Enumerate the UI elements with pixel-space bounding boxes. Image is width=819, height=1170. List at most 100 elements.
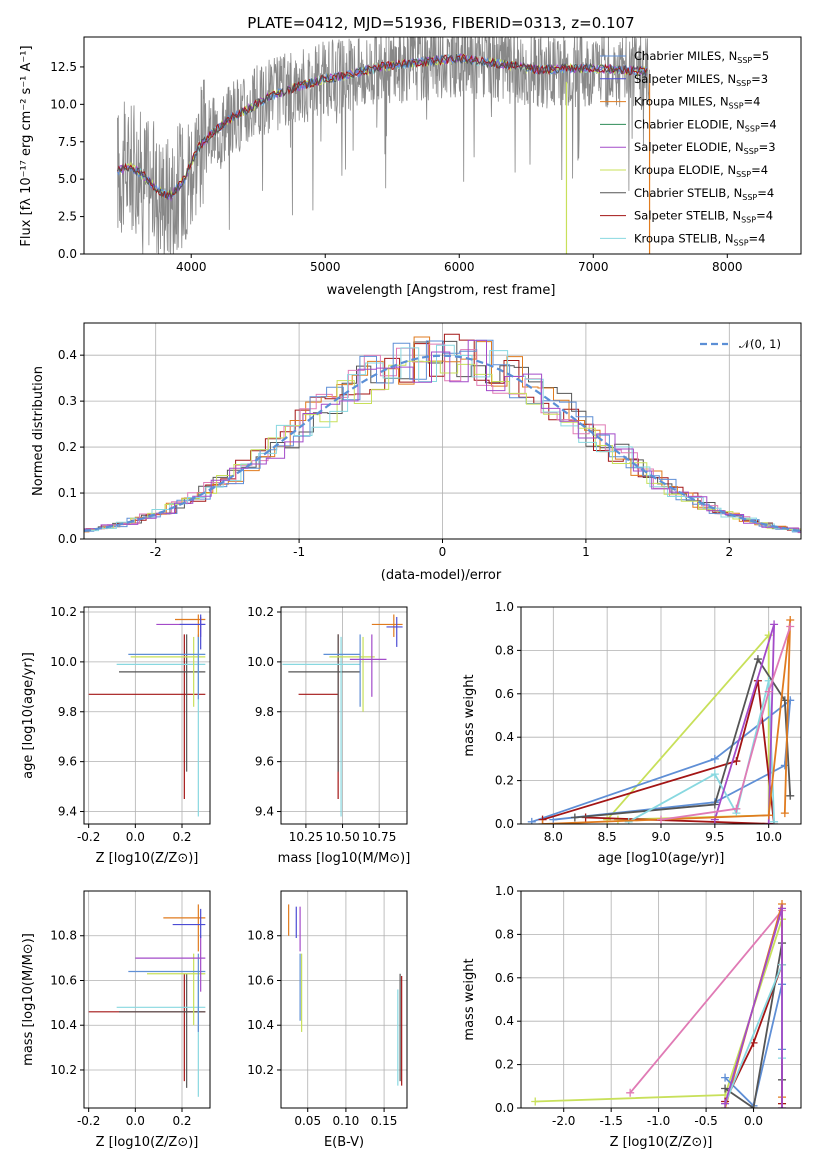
legend-label: Kroupa MILES, NSSP=4	[634, 95, 760, 111]
x-tick-label: -0.2	[77, 1114, 100, 1128]
x-tick-label: 10.0	[755, 830, 782, 844]
mass-weight-series-line	[542, 619, 792, 824]
x-tick-label: 9.5	[705, 830, 724, 844]
residuals-panel	[80, 322, 802, 543]
x-tick-label: 8.5	[598, 830, 617, 844]
y-tick-label: 10.0	[247, 655, 274, 669]
y-tick-label: 0.6	[495, 687, 514, 701]
plot-frame	[83, 322, 802, 540]
y-tick-label: 1.0	[495, 600, 514, 614]
data-point-marker	[770, 817, 779, 824]
y-tick-label: 10.6	[50, 973, 77, 987]
y-tick-label: 9.4	[58, 805, 77, 819]
data-point-marker	[527, 817, 536, 824]
x-tick-label: 10.75	[362, 830, 396, 844]
y-tick-label: 0.8	[495, 927, 514, 941]
y-tick-label: 10.2	[50, 1063, 77, 1077]
x-axis-label: wavelength [Angstrom, rest frame]	[327, 283, 556, 298]
y-axis-label: age [log10(age/yr)]	[21, 652, 36, 779]
x-axis-label: E(B-V)	[324, 1135, 364, 1150]
y-tick-label: 10.8	[50, 929, 77, 943]
mass-weight-series-line	[713, 624, 775, 824]
x-tick-label: -1.5	[599, 1114, 622, 1128]
x-tick-label: 7000	[578, 260, 609, 274]
age_vs_mass-panel	[277, 606, 408, 828]
chart-title: PLATE=0412, MJD=51936, FIBERID=0313, z=0…	[247, 14, 634, 32]
x-tick-label: -0.5	[694, 1114, 717, 1128]
plot-frame	[520, 606, 802, 825]
plot-frame	[83, 36, 802, 255]
data-point-marker	[749, 1104, 758, 1108]
data-point-marker	[786, 791, 795, 800]
legend-label: Kroupa ELODIE, NSSP=4	[634, 163, 768, 179]
residual-histogram-line	[84, 339, 801, 533]
y-tick-label: 10.0	[50, 655, 77, 669]
legend-label: Salpeter ELODIE, NSSP=3	[634, 140, 776, 156]
x-tick-label: 1	[582, 545, 590, 559]
y-tick-label: 1.0	[495, 884, 514, 898]
data-point-marker	[538, 820, 547, 824]
y-axis-label: mass weight	[462, 674, 477, 756]
y-tick-label: 5.0	[58, 172, 77, 186]
x-tick-label: 0.0	[744, 1114, 763, 1128]
data-point-marker	[531, 1097, 540, 1106]
residual-histogram-line	[84, 339, 801, 533]
x-tick-label: -2.0	[552, 1114, 575, 1128]
x-tick-label: 10.50	[325, 830, 359, 844]
data-point-marker	[780, 761, 789, 770]
y-tick-label: 9.8	[58, 705, 77, 719]
x-axis-label: age [log10(age/yr)]	[598, 851, 725, 866]
x-tick-label: -1.0	[647, 1114, 670, 1128]
mass_weight_vs_Z-panel	[517, 890, 802, 1112]
y-axis-label: mass [log10(M/M⊙)]	[21, 933, 36, 1066]
data-point-marker	[710, 770, 719, 779]
y-tick-label: 10.6	[247, 973, 274, 987]
spectrum-panel	[80, 36, 802, 258]
y-axis-label: Normed distribution	[31, 366, 46, 496]
data-point-marker	[624, 817, 633, 824]
x-tick-label: 0.15	[371, 1114, 398, 1128]
x-axis-label: Z [log10(Z/Z⊙)]	[96, 1135, 199, 1150]
legend-label: Salpeter MILES, NSSP=3	[634, 72, 768, 88]
x-tick-label: 0.2	[172, 1114, 191, 1128]
x-tick-label: 0.2	[172, 830, 191, 844]
data-point-marker	[753, 655, 762, 664]
x-tick-label: 0.05	[294, 1114, 321, 1128]
y-tick-label: 0.6	[495, 971, 514, 985]
data-point-marker	[764, 687, 773, 696]
legend-label: 𝒩(0, 1)	[739, 337, 781, 351]
y-tick-label: 0.8	[495, 643, 514, 657]
age_vs_Z-panel	[80, 606, 211, 828]
plot-frame	[520, 890, 802, 1109]
y-tick-label: 0.4	[495, 1014, 514, 1028]
x-tick-label: 10.25	[289, 830, 323, 844]
y-tick-label: 12.5	[50, 60, 77, 74]
residual-histogram-line	[84, 344, 801, 532]
data-point-marker	[786, 622, 795, 631]
y-tick-label: 0.3	[58, 394, 77, 408]
plot-frame	[280, 890, 408, 1109]
x-tick-label: -0.2	[77, 830, 100, 844]
y-tick-label: 0.0	[58, 532, 77, 546]
y-tick-label: 10.2	[50, 605, 77, 619]
x-tick-label: 4000	[176, 260, 207, 274]
data-point-marker	[657, 815, 665, 824]
residual-histogram-line	[84, 343, 801, 534]
data-point-marker	[778, 1104, 787, 1108]
data-point-marker	[721, 1084, 730, 1093]
data-point-marker	[613, 815, 622, 824]
y-tick-label: 0.2	[58, 440, 77, 454]
y-tick-label: 9.8	[255, 705, 274, 719]
plot-frame	[83, 606, 211, 825]
x-axis-label: (data-model)/error	[381, 568, 502, 583]
x-tick-label: 0.10	[333, 1114, 360, 1128]
data-point-marker	[732, 757, 741, 766]
y-axis-label: Flux [fλ 10⁻¹⁷ erg cm⁻² s⁻¹ A⁻¹]	[19, 45, 34, 246]
data-point-marker	[710, 800, 719, 809]
x-tick-label: 8000	[712, 260, 743, 274]
y-tick-label: 0.0	[495, 1101, 514, 1115]
x-axis-label: Z [log10(Z/Z⊙)]	[610, 1135, 713, 1150]
x-tick-label: 6000	[444, 260, 475, 274]
data-point-marker	[732, 804, 741, 813]
legend-label: Salpeter STELIB, NSSP=4	[634, 209, 773, 225]
